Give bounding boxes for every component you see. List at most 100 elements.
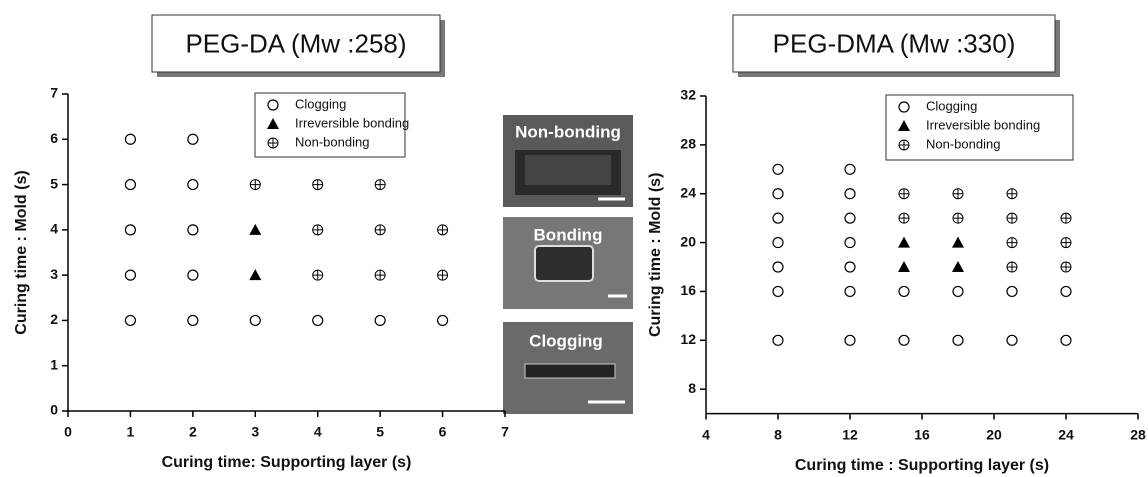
marker-circle-plus [375, 180, 385, 190]
inset-shape [525, 364, 615, 378]
x-tick-label: 4 [314, 424, 322, 440]
x-tick-label: 6 [439, 424, 447, 440]
y-tick-label: 7 [50, 85, 58, 101]
marker-circle-plus [899, 213, 909, 223]
marker-circle-plus [375, 270, 385, 280]
marker-circle [375, 315, 385, 325]
x-tick-label: 24 [1058, 426, 1074, 442]
inset-shape [525, 155, 611, 185]
marker-circle [1007, 335, 1017, 345]
y-tick-label: 16 [680, 282, 696, 298]
marker-circle-plus [313, 180, 323, 190]
marker-circle [1061, 286, 1071, 296]
x-tick-label: 1 [127, 424, 135, 440]
marker-circle [125, 225, 135, 235]
legend-label: Irreversible bonding [295, 115, 409, 130]
legend-label: Clogging [926, 98, 977, 113]
marker-circle-plus [438, 270, 448, 280]
marker-circle-plus [313, 270, 323, 280]
marker-circle [268, 100, 278, 110]
marker-circle [250, 315, 260, 325]
x-tick-label: 5 [376, 424, 384, 440]
y-tick-label: 2 [50, 311, 58, 327]
marker-circle-plus [1061, 262, 1071, 272]
marker-circle [125, 134, 135, 144]
y-tick-label: 6 [50, 130, 58, 146]
marker-circle [773, 189, 783, 199]
marker-circle-plus [953, 189, 963, 199]
marker-circle [899, 102, 909, 112]
inset-label: Non-bonding [515, 122, 621, 141]
marker-circle [1061, 335, 1071, 345]
marker-circle [125, 315, 135, 325]
marker-circle-plus [375, 225, 385, 235]
marker-circle [845, 238, 855, 248]
y-tick-label: 4 [50, 221, 58, 237]
marker-circle [313, 315, 323, 325]
y-axis-label: Curing time : Mold (s) [647, 173, 664, 337]
legend-label: Irreversible bonding [926, 117, 1040, 132]
marker-circle-plus [953, 213, 963, 223]
legend-label: Clogging [295, 96, 346, 111]
legend-label: Non-bonding [295, 134, 369, 149]
marker-circle [845, 335, 855, 345]
y-tick-label: 1 [50, 356, 58, 372]
marker-circle-plus [1007, 262, 1017, 272]
marker-circle [899, 335, 909, 345]
marker-circle [845, 164, 855, 174]
marker-circle [953, 286, 963, 296]
chart-title: PEG-DA (Mw :258) [185, 28, 406, 58]
marker-circle-plus [899, 140, 909, 150]
y-tick-label: 20 [680, 233, 696, 249]
marker-circle [188, 180, 198, 190]
marker-circle [899, 286, 909, 296]
marker-circle [188, 225, 198, 235]
marker-circle-plus [1061, 238, 1071, 248]
x-tick-label: 3 [251, 424, 259, 440]
y-tick-label: 0 [50, 402, 58, 418]
x-tick-label: 16 [914, 426, 930, 442]
marker-circle [188, 270, 198, 280]
y-tick-label: 8 [688, 380, 696, 396]
marker-circle [773, 286, 783, 296]
marker-circle [845, 262, 855, 272]
x-tick-label: 12 [842, 426, 858, 442]
y-tick-label: 32 [680, 87, 696, 103]
marker-circle [773, 213, 783, 223]
marker-circle [188, 315, 198, 325]
chart-title: PEG-DMA (Mw :330) [773, 28, 1016, 58]
marker-circle-plus [1007, 238, 1017, 248]
x-tick-label: 0 [64, 424, 72, 440]
y-tick-label: 3 [50, 266, 58, 282]
x-tick-label: 8 [774, 426, 782, 442]
x-tick-label: 2 [189, 424, 197, 440]
marker-circle-plus [313, 225, 323, 235]
inset-label: Bonding [534, 225, 603, 244]
x-tick-label: 4 [702, 426, 710, 442]
marker-circle [438, 315, 448, 325]
marker-circle [773, 238, 783, 248]
marker-circle-plus [899, 189, 909, 199]
marker-circle [845, 286, 855, 296]
marker-circle [1007, 286, 1017, 296]
figure: PEG-DA (Mw :258)0123456701234567Curing t… [0, 0, 1148, 477]
marker-circle [125, 270, 135, 280]
x-tick-label: 28 [1130, 426, 1146, 442]
marker-circle [188, 134, 198, 144]
marker-circle [773, 164, 783, 174]
marker-circle-plus [1007, 189, 1017, 199]
x-tick-label: 20 [986, 426, 1002, 442]
marker-circle-plus [1007, 213, 1017, 223]
marker-circle [773, 262, 783, 272]
inset-images [503, 115, 633, 414]
x-axis-label: Curing time: Supporting layer (s) [162, 454, 412, 471]
marker-circle [125, 180, 135, 190]
marker-circle [845, 189, 855, 199]
marker-circle-plus [1061, 213, 1071, 223]
marker-circle [773, 335, 783, 345]
marker-circle-plus [268, 138, 278, 148]
x-tick-label: 7 [501, 424, 509, 440]
y-tick-label: 5 [50, 175, 58, 191]
y-tick-label: 24 [680, 184, 696, 200]
inset-shape [535, 246, 593, 281]
